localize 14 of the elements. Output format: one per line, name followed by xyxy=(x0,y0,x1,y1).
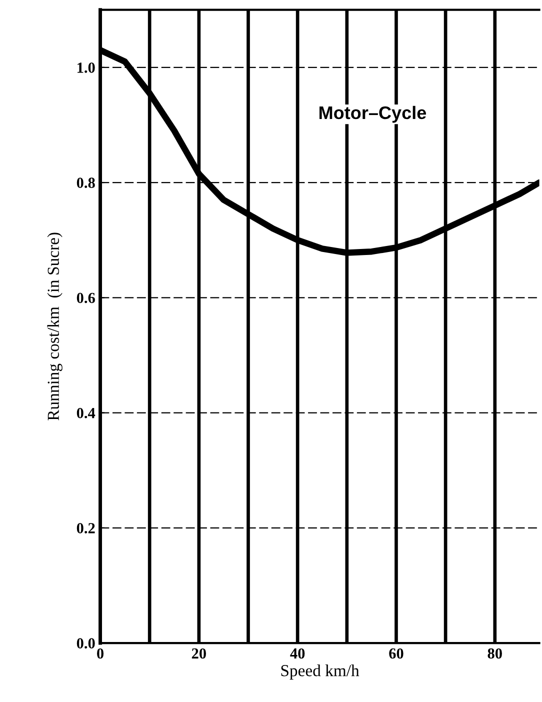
x-tick-label: 80 xyxy=(488,648,502,659)
x-tick-label: 40 xyxy=(290,648,305,659)
y-tick-label: 0.4 xyxy=(76,408,96,418)
y-tick-label: 0.0 xyxy=(76,638,95,649)
x-tick-label: 0 xyxy=(97,648,104,659)
x-tick-label: 60 xyxy=(389,648,404,659)
y-tick-label: 1.0 xyxy=(78,62,95,73)
y-tick-label: 0.6 xyxy=(76,292,95,304)
y-axis-title: Running cost/km (in Sucre) xyxy=(47,232,62,420)
x-axis-title: Speed km/h xyxy=(281,664,360,680)
y-tick-label: 0.2 xyxy=(76,523,95,534)
x-tick-label: 20 xyxy=(192,648,206,659)
text: Motor–Cycle xyxy=(319,106,426,123)
y-tick-label: 0.8 xyxy=(76,178,95,188)
